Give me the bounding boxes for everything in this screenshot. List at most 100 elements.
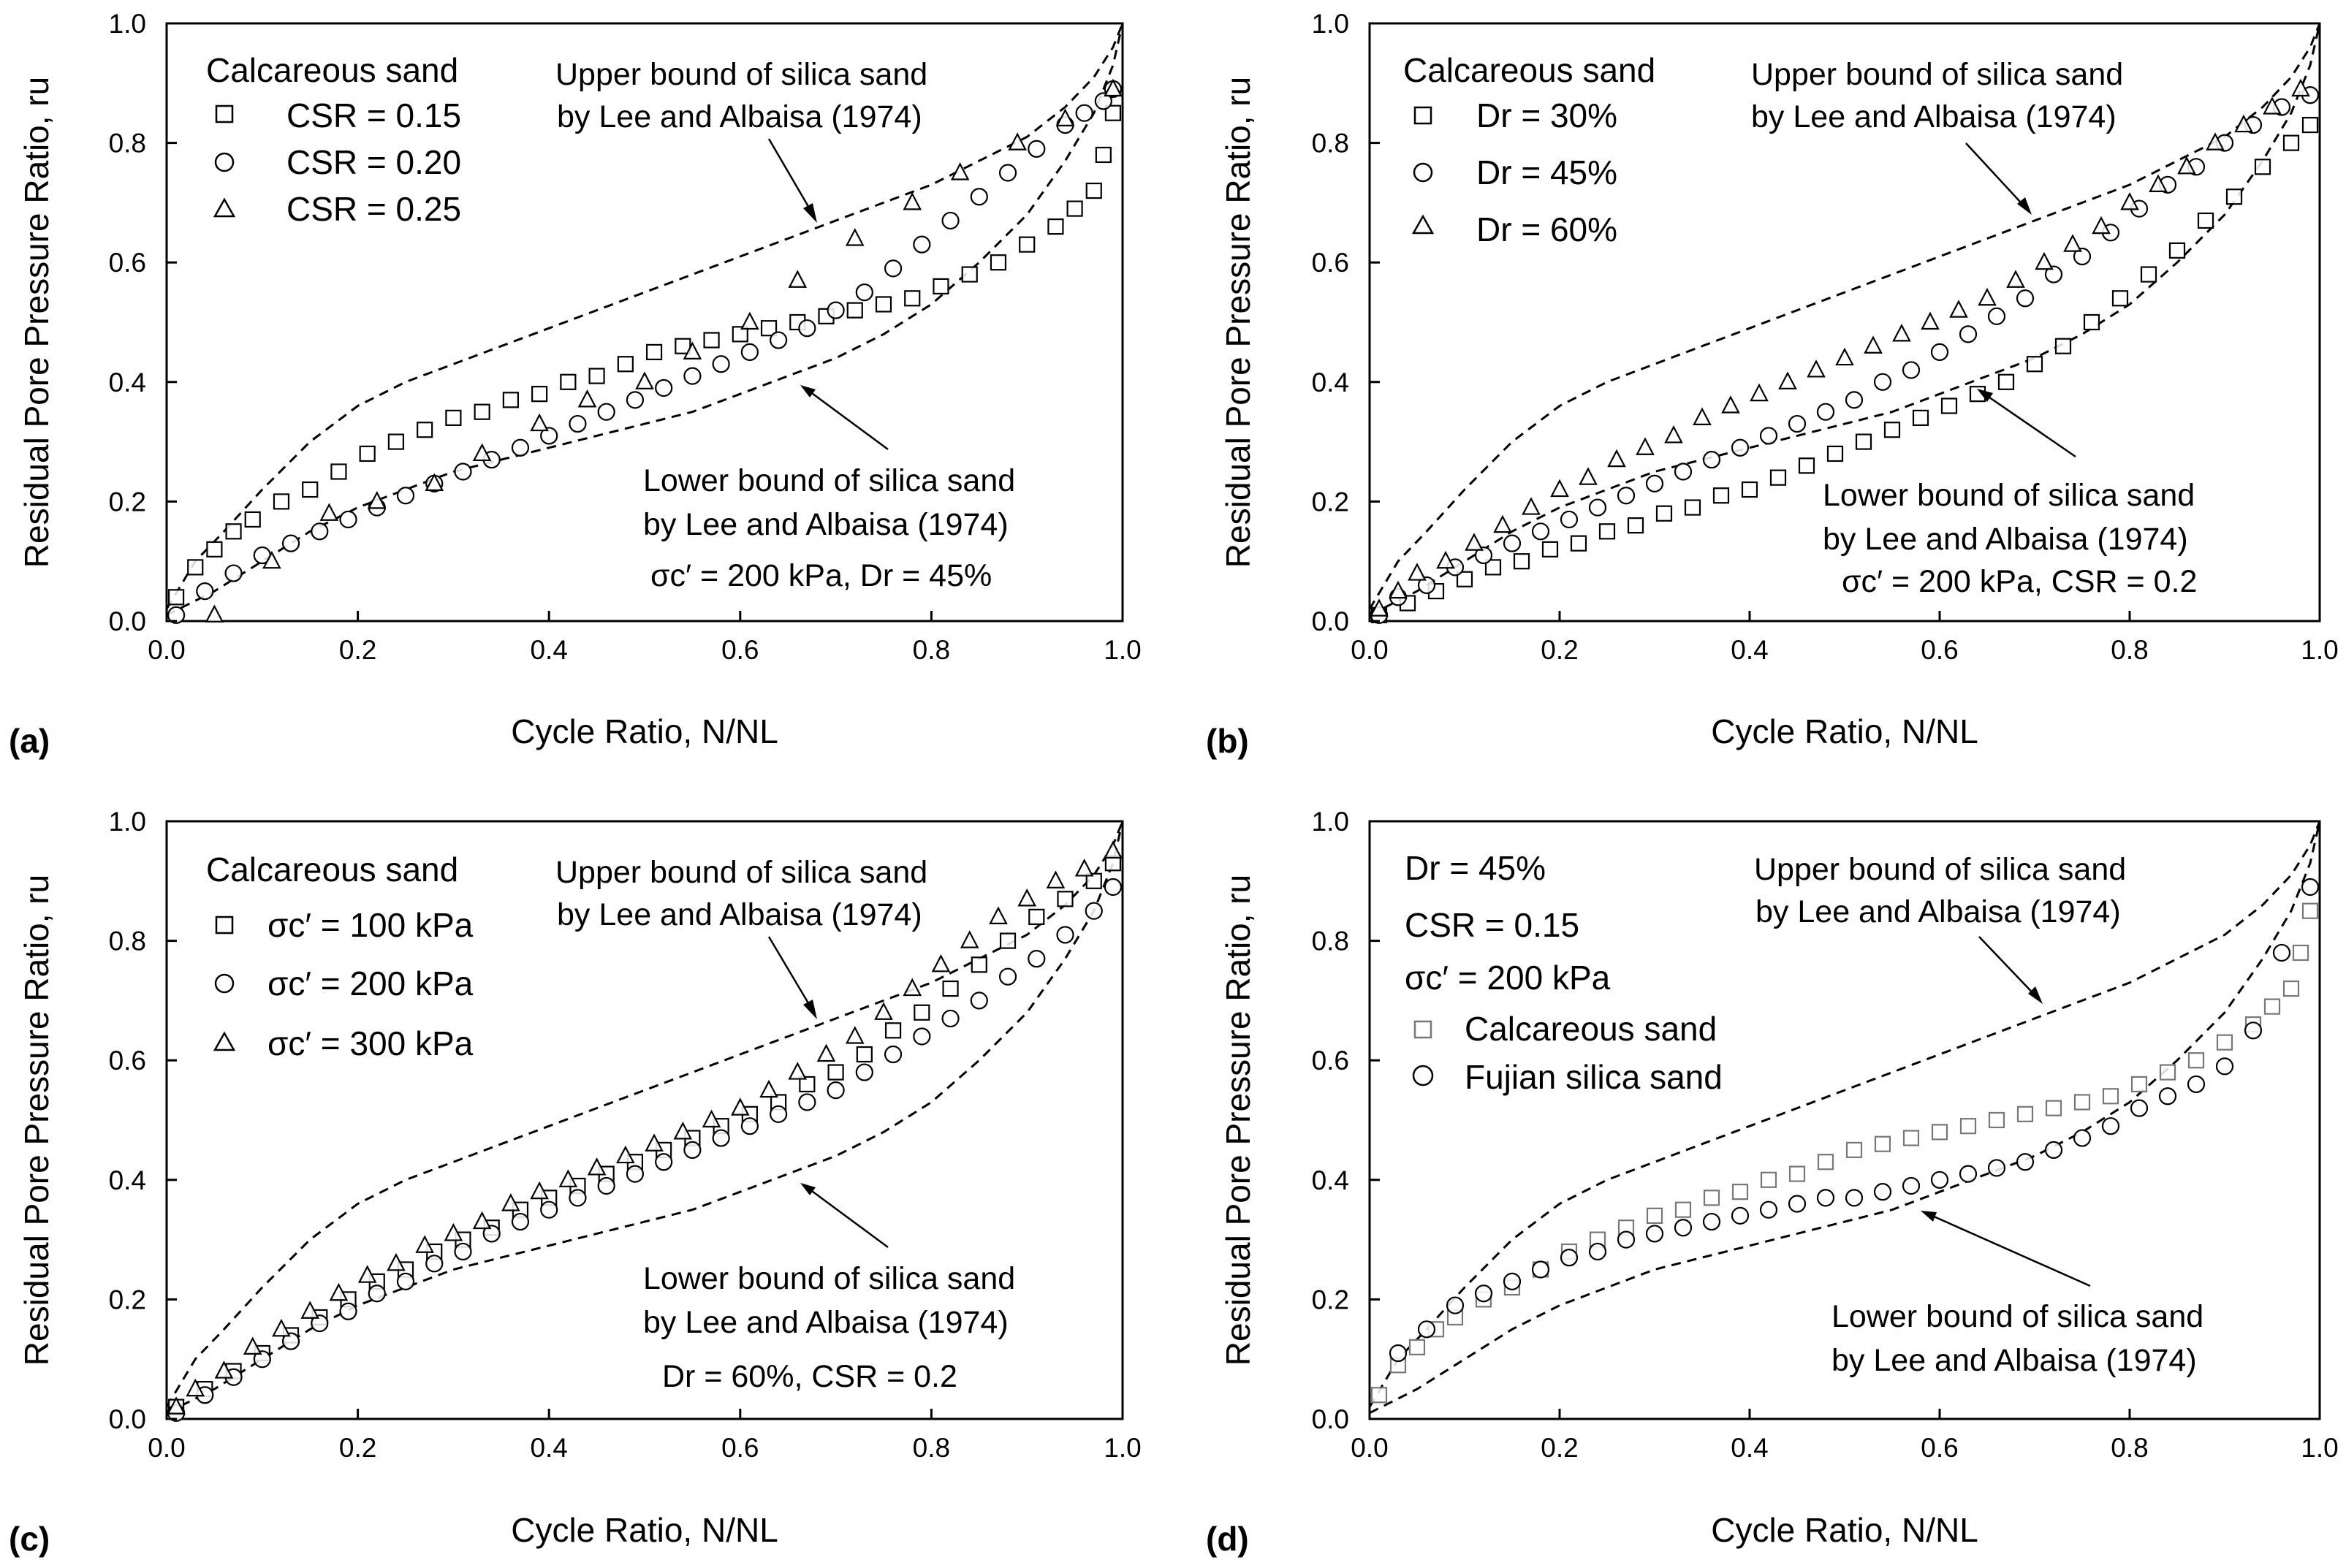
triangle-marker: [759, 1079, 778, 1098]
circle-marker: [1902, 1176, 1921, 1195]
plot-frame: [165, 820, 1124, 1420]
test-condition: σc′ = 200 kPa, CSR = 0.2: [1842, 564, 2197, 599]
triangle-marker: [730, 1097, 750, 1116]
x-tick-label: 0.4: [1731, 635, 1768, 665]
plot-frame: [165, 22, 1124, 623]
square-marker: [1085, 872, 1102, 889]
circle-marker: [1930, 343, 1949, 361]
lower-bound-pointer: [1981, 391, 2076, 458]
circle-marker: [597, 1176, 615, 1195]
circle-marker: [941, 1009, 960, 1028]
square-marker: [2102, 1088, 2119, 1105]
circle-marker: [740, 1117, 759, 1135]
triangle-marker: [1664, 425, 1683, 444]
arrow-head: [800, 1183, 816, 1195]
circle-marker: [167, 606, 186, 624]
triangle-marker: [788, 270, 808, 288]
circle-marker: [913, 235, 931, 254]
triangle-marker: [186, 1378, 205, 1397]
triangle-marker: [1721, 395, 1740, 414]
x-tick-label: 0.0: [1351, 1433, 1388, 1463]
upper-bound-label: by Lee and Albaisa (1974): [557, 99, 922, 134]
square-marker: [474, 403, 490, 420]
condition-line: σc′ = 200 kPa: [1405, 959, 1611, 997]
square-marker: [531, 386, 548, 403]
circle-marker: [855, 1063, 873, 1081]
square-marker: [1731, 1184, 1749, 1200]
square-marker: [445, 409, 462, 426]
square-marker: [2282, 134, 2300, 151]
square-marker: [1684, 499, 1701, 516]
circle-marker: [970, 992, 988, 1010]
square-marker: [273, 493, 290, 510]
triangle-marker: [1550, 479, 1569, 498]
circle-marker: [1028, 140, 1046, 158]
circle-marker: [2044, 1141, 2063, 1160]
triangle-marker: [2263, 96, 2282, 115]
triangle-marker: [673, 1121, 693, 1140]
legend-entry: Dr = 60%: [1476, 210, 1617, 248]
triangle-marker: [2063, 234, 2082, 252]
square-marker: [2225, 189, 2243, 205]
y-tick-label: 0.6: [1312, 1046, 1349, 1076]
square-marker: [2187, 1052, 2205, 1069]
panel-b: 0.0 0.2 0.4 0.6 0.8 1.0 0.0 0.2 0.4 0.6 0.8 1.0 Cyc…: [1206, 9, 2339, 760]
circle-marker: [855, 283, 873, 302]
circle-marker: [1531, 522, 1550, 541]
lower-bound-label: Lower bound of silica sand: [643, 463, 1015, 498]
lower-bound-label: by Lee and Albaisa (1974): [1831, 1343, 2197, 1378]
triangle-marker: [243, 1336, 262, 1355]
triangle-marker: [1465, 533, 1484, 551]
triangle-marker: [1008, 132, 1027, 151]
circle-marker: [339, 510, 357, 529]
square-marker: [2016, 1105, 2034, 1122]
square-marker: [1370, 1387, 1388, 1404]
y-tick-label: 0.0: [109, 606, 146, 636]
circle-marker: [2272, 943, 2291, 962]
lower-bound-curve: [1369, 821, 2321, 1415]
triangle-marker: [577, 389, 597, 408]
circle-marker: [368, 1285, 386, 1303]
lower-bound-label: by Lee and Albaisa (1974): [643, 1305, 1009, 1340]
circle-marker: [770, 1105, 788, 1123]
triangle-marker: [1074, 859, 1094, 877]
circle-marker: [740, 343, 759, 361]
silica-bounds: [1368, 821, 2321, 1415]
square-marker: [1627, 517, 1644, 534]
legend-triangle-marker: [213, 197, 236, 218]
square-marker: [1902, 1130, 1920, 1146]
square-marker: [1874, 1135, 1891, 1152]
square-marker: [167, 589, 185, 606]
square-marker: [2073, 1094, 2091, 1111]
triangle-marker: [1892, 323, 1911, 342]
circle-marker: [913, 1027, 931, 1046]
square-marker: [244, 511, 261, 528]
triangle-marker: [1579, 467, 1598, 485]
plot-frame: [1368, 22, 2321, 623]
x-axis-label: Cycle Ratio, N/NL: [511, 712, 778, 750]
condition-line: Dr = 45%: [1405, 849, 1546, 887]
square-marker: [1513, 553, 1530, 570]
circle-marker: [1389, 1344, 1408, 1363]
circle-marker: [2044, 265, 2063, 283]
circle-marker: [970, 188, 988, 206]
legend-entry: σc′ = 100 kPa: [267, 906, 474, 944]
square-marker: [703, 332, 720, 349]
lower-bound-curve: [1369, 23, 2321, 617]
x-tick-label: 0.4: [1731, 1433, 1768, 1463]
legend-square-marker: [215, 104, 234, 123]
triangle-marker: [1949, 300, 1968, 318]
triangle-marker: [2035, 251, 2054, 270]
square-marker: [1798, 457, 1815, 474]
square-marker: [1769, 469, 1787, 486]
upper-bound-label: by Lee and Albaisa (1974): [557, 897, 922, 932]
square-marker: [2045, 1100, 2062, 1116]
triangle-marker: [415, 1235, 434, 1253]
panel-label: (a): [9, 722, 50, 760]
square-marker: [1883, 422, 1901, 438]
square-marker: [2197, 212, 2214, 229]
legend-entry: CSR = 0.25: [286, 190, 461, 228]
square-marker: [933, 278, 949, 295]
circle-marker: [511, 438, 530, 457]
triangle-marker: [1807, 359, 1826, 378]
